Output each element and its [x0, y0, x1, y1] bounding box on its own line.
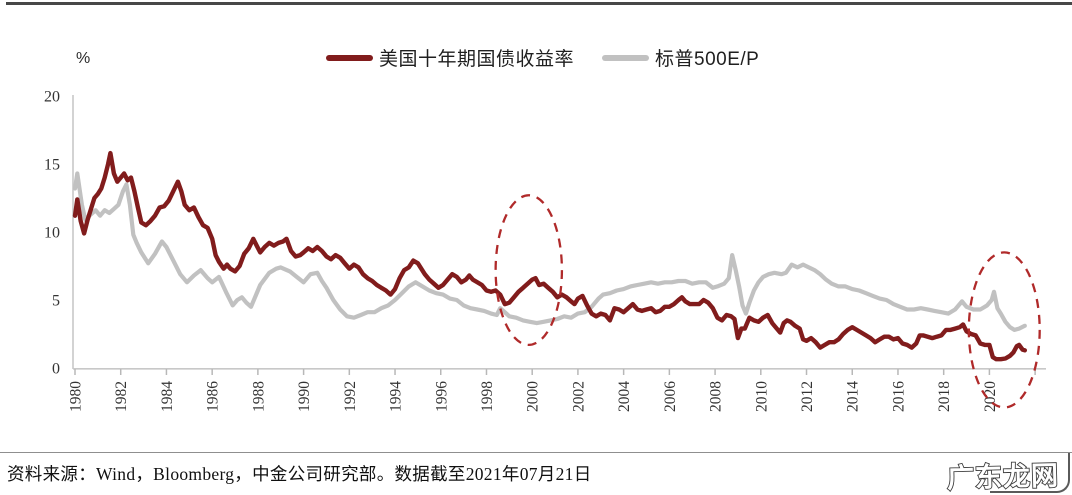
x-tick-label: 1988 [250, 381, 267, 412]
legend-swatch-sp500ep [602, 54, 650, 61]
source-note: 资料来源：Wind，Bloomberg，中金公司研究部。数据截至2021年07月… [7, 464, 592, 484]
highlight-ellipse-2 [967, 251, 1041, 409]
x-tick-label: 1980 [68, 381, 85, 412]
x-tick-label: 1990 [296, 381, 313, 412]
footer-divider-line [0, 452, 1072, 453]
x-tick-label: 2002 [570, 381, 587, 412]
legend-label-us10y: 美国十年期国债收益率 [379, 49, 575, 70]
x-tick-label: 2000 [525, 381, 542, 412]
x-tick-label: 1984 [159, 381, 176, 412]
y-axis-unit-label: % [76, 50, 91, 67]
line-chart: 1980 1982 1984 1986 1988 1990 1992 1994 1996 1998… [44, 89, 1046, 412]
series-line-sp500-ep [72, 171, 1027, 332]
x-tick-label: 1998 [479, 381, 496, 412]
chart-legend: 美国十年期国债收益率 标普500E/P [326, 44, 759, 71]
series-line-us-10y-yield [72, 150, 1028, 362]
y-tick-label: 5 [52, 293, 60, 310]
x-tick-label: 2018 [936, 381, 953, 412]
top-border-line [6, 2, 1072, 5]
legend-item-sp500ep: 标普500E/P [602, 44, 759, 71]
x-tick-label: 2020 [982, 381, 999, 412]
highlight-ellipse-1 [494, 194, 564, 347]
x-tick-label: 2006 [662, 381, 679, 412]
x-tick-label: 2004 [616, 381, 633, 412]
y-tick-label: 20 [44, 89, 60, 106]
x-tick-label: 1986 [205, 381, 222, 412]
x-tick-label: 2014 [845, 381, 862, 412]
x-tick-label: 1992 [342, 381, 359, 412]
y-tick-label: 15 [44, 157, 60, 174]
x-tick-label: 2016 [890, 381, 907, 412]
legend-label-sp500ep: 标普500E/P [655, 49, 760, 70]
y-tick-label: 0 [52, 361, 60, 378]
rounded-corner-decoration [990, 453, 1070, 493]
y-tick-label: 10 [44, 225, 60, 242]
x-tick-label: 1996 [433, 381, 450, 412]
x-tick-label: 1994 [388, 381, 405, 412]
x-tick-label: 2008 [708, 381, 725, 412]
x-tick-label: 2010 [753, 381, 770, 412]
legend-item-us10y: 美国十年期国债收益率 [326, 44, 574, 71]
legend-swatch-us10y [326, 54, 373, 61]
x-tick-label: 2012 [799, 381, 816, 412]
x-tick-label: 1982 [113, 381, 130, 412]
